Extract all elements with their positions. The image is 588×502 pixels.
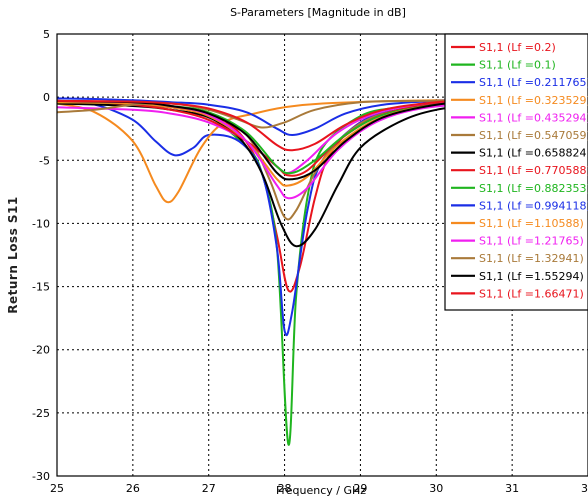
x-tick-label: 32 [581, 482, 588, 495]
legend-entry: S1,1 (Lf =0.1) [479, 59, 556, 72]
legend-entry: S1,1 (Lf =0.994118) [479, 199, 588, 212]
legend-entry: S1,1 (Lf =0.435294) [479, 111, 588, 124]
legend-box [444, 33, 588, 311]
series-line-14 [56, 99, 490, 181]
legend-entry: S1,1 (Lf =1.21765) [479, 235, 584, 248]
series-line-12 [56, 99, 490, 200]
legend-entry: S1,1 (Lf =1.10588) [479, 217, 584, 230]
series-line-4 [56, 98, 490, 204]
legend-entry: S1,1 (Lf =0.882353) [479, 182, 588, 195]
legend-entry: S1,1 (Lf =0.658824) [479, 147, 588, 160]
y-tick-label: 0 [43, 91, 50, 104]
y-tick-label: 5 [43, 28, 50, 41]
tick-labels: 25 26 27 28 29 30 31 32 5 0 -5 -10 -15 -20 -25 -30 [32, 28, 588, 495]
y-tick-label: -30 [32, 470, 50, 483]
legend-entry: S1,1 (Lf =0.211765) [479, 76, 588, 89]
x-tick-label: 25 [50, 482, 64, 495]
x-tick-label: 30 [429, 482, 443, 495]
x-tick-label: 26 [126, 482, 140, 495]
plot-frame [56, 33, 588, 477]
legend: S1,1 (Lf =0.2) S1,1 (Lf =0.1) S1,1 (Lf =0.… [451, 41, 588, 300]
x-tick-label: 27 [202, 482, 216, 495]
y-tick-label: -10 [32, 217, 50, 230]
legend-entry: S1,1 (Lf =1.32941) [479, 252, 584, 265]
legend-entry: S1,1 (Lf =1.55294) [479, 270, 584, 283]
series-line-15 [56, 98, 490, 152]
y-tick-label: -20 [32, 344, 50, 357]
y-tick-label: -5 [39, 154, 50, 167]
x-tick-label: 29 [353, 482, 367, 495]
x-tick-label: 28 [278, 482, 292, 495]
legend-entry: S1,1 (Lf =0.770588) [479, 164, 588, 177]
series-lines [56, 97, 490, 446]
y-tick-label: -25 [32, 407, 50, 420]
chart-title: S-Parameters [Magnitude in dB] [230, 6, 406, 19]
series-line-2 [56, 99, 490, 446]
series-line-10 [56, 97, 490, 136]
y-tick-label: -15 [32, 281, 50, 294]
legend-entry: S1,1 (Lf =0.2) [479, 41, 556, 54]
x-tick-label: 31 [505, 482, 519, 495]
legend-entry: S1,1 (Lf =1.66471) [479, 287, 584, 300]
legend-entry: S1,1 (Lf =0.547059) [479, 129, 588, 142]
legend-entry: S1,1 (Lf =0.323529) [479, 94, 588, 107]
series-line-3 [56, 99, 490, 337]
y-axis-label: Return Loss S11 [6, 196, 20, 314]
x-axis-label: Frequency / GHz [276, 484, 366, 497]
